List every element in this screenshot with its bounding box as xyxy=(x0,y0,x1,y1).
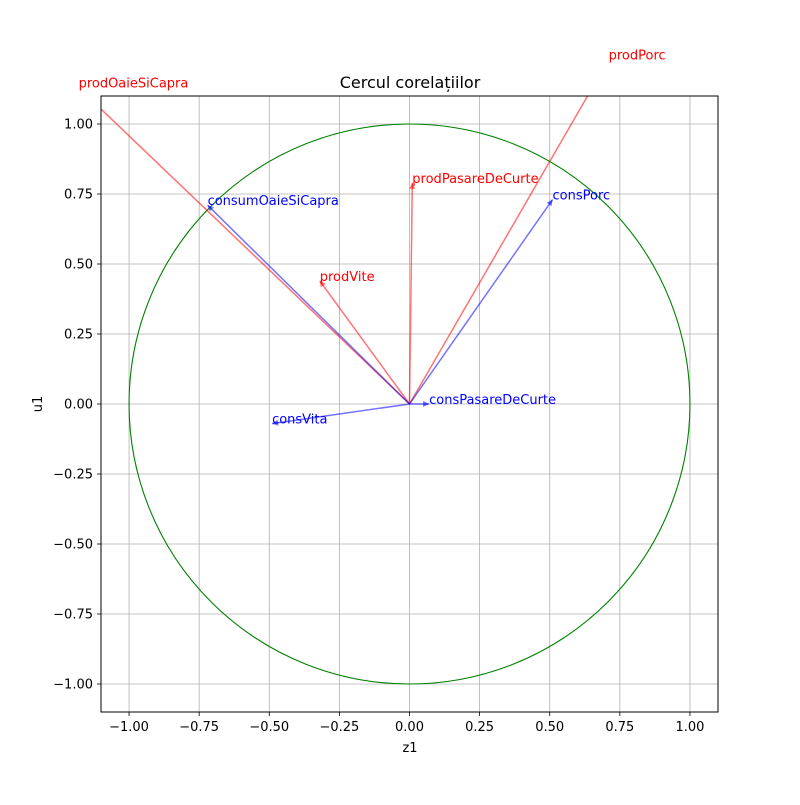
arrowhead-prodVite xyxy=(319,280,326,288)
label-consumOaieSiCapra: consumOaieSiCapra xyxy=(208,194,339,209)
label-prodPorc: prodPorc xyxy=(609,49,666,64)
arrowhead-consPorc xyxy=(546,199,553,207)
x-tick-label: −0.25 xyxy=(319,720,359,735)
x-tick-label: 0.75 xyxy=(605,720,634,735)
y-tick-label: 1.00 xyxy=(64,118,93,133)
plot-area xyxy=(101,96,691,685)
y-tick-label: 0.00 xyxy=(64,398,93,413)
x-tick-label: −0.75 xyxy=(179,720,219,735)
vector-prodPorc xyxy=(408,96,589,405)
x-tick-label: −1.00 xyxy=(109,720,149,735)
x-tick-label: 0.50 xyxy=(535,720,564,735)
vector-labels: prodOaieSiCapra prodPorc prodPasareDeCurte… xyxy=(79,49,666,428)
vector-consVita xyxy=(271,403,410,425)
y-tick-label: −0.25 xyxy=(53,468,93,483)
x-tick-label: 0.25 xyxy=(465,720,494,735)
y-tick-label: 0.25 xyxy=(64,328,93,343)
x-tick-label: −0.50 xyxy=(249,720,289,735)
correlation-circle xyxy=(128,123,691,685)
y-tick-label: −1.00 xyxy=(53,678,93,693)
vector-prodOaieSiCapra xyxy=(101,108,411,405)
label-prodPasareDeCurte: prodPasareDeCurte xyxy=(412,172,538,187)
arrowhead-consPasareDeCurte xyxy=(423,401,430,407)
y-tick-label: 0.50 xyxy=(64,258,93,273)
y-tick-label: −0.75 xyxy=(53,608,93,623)
arrowhead-consVita xyxy=(272,419,279,426)
x-tick-label: 0.00 xyxy=(395,720,424,735)
arrowhead-consumOaieSiCapra xyxy=(207,205,214,212)
label-prodVite: prodVite xyxy=(320,270,375,285)
vector-consPorc xyxy=(408,199,554,405)
label-consPorc: consPorc xyxy=(553,189,611,204)
vector-consumOaieSiCapra xyxy=(207,204,411,405)
label-consPasareDeCurte: consPasareDeCurte xyxy=(429,393,556,408)
vector-prodVite xyxy=(319,280,411,405)
x-axis-label: z1 xyxy=(402,741,417,756)
arrowhead-prodPasareDeCurte xyxy=(409,182,416,189)
label-prodOaieSiCapra: prodOaieSiCapra xyxy=(79,77,189,92)
vector-prodPasareDeCurte xyxy=(408,182,414,405)
x-tick-label: 1.00 xyxy=(675,720,704,735)
y-tick-label: 0.75 xyxy=(64,188,93,203)
axis-ticks: −1.00 −0.75 −0.50 −0.25 0.00 0.25 0.50 0.75 1.00… xyxy=(53,118,704,736)
chart-title: Cercul corelațiilor xyxy=(340,73,481,92)
label-consVita: consVita xyxy=(272,413,327,428)
y-tick-label: −0.50 xyxy=(53,538,93,553)
y-axis-label: u1 xyxy=(31,396,46,413)
